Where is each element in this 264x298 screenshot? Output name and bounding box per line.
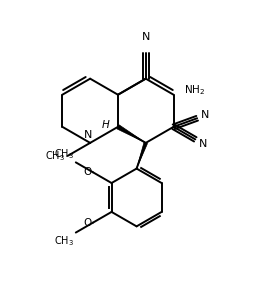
- Text: N: N: [201, 110, 209, 120]
- Text: N: N: [84, 131, 92, 140]
- Text: NH$_2$: NH$_2$: [184, 83, 205, 97]
- Text: N: N: [199, 139, 207, 149]
- Text: CH$_3$: CH$_3$: [54, 147, 74, 161]
- Text: CH$_3$: CH$_3$: [45, 149, 65, 163]
- Polygon shape: [136, 142, 148, 169]
- Text: H: H: [102, 120, 109, 130]
- Polygon shape: [117, 125, 146, 143]
- Text: O: O: [83, 167, 92, 177]
- Text: CH$_3$: CH$_3$: [54, 234, 74, 248]
- Text: O: O: [83, 218, 92, 228]
- Text: N: N: [142, 32, 150, 42]
